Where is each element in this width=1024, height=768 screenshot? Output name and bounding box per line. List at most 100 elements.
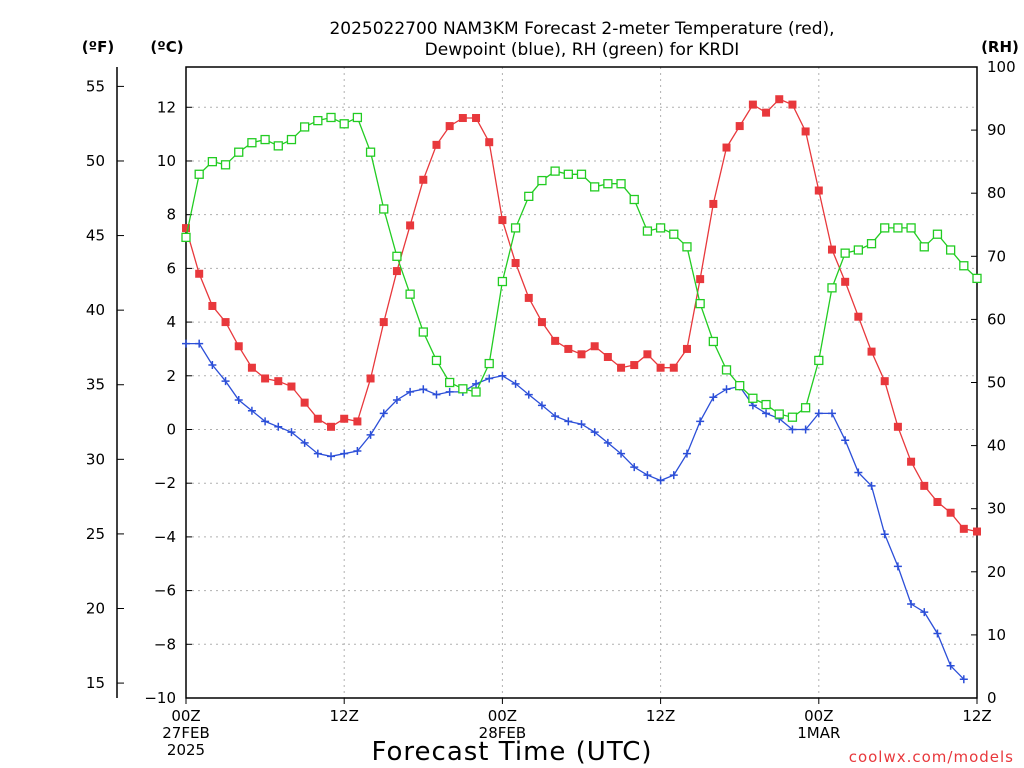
- time-tick-label: 2025: [167, 741, 205, 759]
- temperature-point: [867, 347, 876, 356]
- time-tick-label: 1MAR: [797, 724, 840, 742]
- rh-point: [471, 387, 481, 397]
- celsius-tick-label: −6: [154, 582, 176, 600]
- celsius-axis: 12 10 8 6 4 2 0 −2 −4 −6 −8 −10: [144, 98, 192, 707]
- rh-point: [616, 179, 626, 189]
- dewpoint-series: [182, 339, 968, 684]
- temperature-point: [564, 344, 573, 353]
- rh-point: [194, 169, 204, 179]
- rh-point: [458, 384, 468, 394]
- rh-point: [906, 223, 916, 233]
- rh-point: [286, 134, 297, 145]
- temperature-point: [511, 259, 520, 268]
- dewpoint-point: [234, 395, 243, 404]
- rh-tick-label: 40: [987, 437, 1006, 455]
- temperature-point: [630, 361, 639, 370]
- dewpoint-point: [406, 387, 415, 396]
- rh-point: [234, 147, 244, 157]
- dewpoint-point: [445, 387, 454, 396]
- rh-point: [247, 138, 257, 148]
- rh-point: [655, 223, 666, 233]
- title-line-2: Dewpoint (blue), RH (green) for KRDI: [425, 40, 740, 60]
- series-layer: [181, 95, 982, 684]
- x-axis-title: Forecast Time (UTC): [371, 737, 652, 767]
- dewpoint-point: [946, 661, 955, 670]
- rh-point: [840, 248, 850, 258]
- celsius-unit-label: (ºC): [150, 38, 183, 56]
- dewpoint-point: [221, 377, 230, 386]
- fahrenheit-tick-label: 55: [86, 77, 105, 95]
- rh-line: [185, 116, 978, 418]
- rh-point: [524, 191, 534, 202]
- rh-point: [352, 112, 363, 123]
- temperature-point: [920, 481, 929, 490]
- dewpoint-point: [247, 406, 256, 415]
- rh-point: [787, 412, 798, 422]
- fahrenheit-tick-label: 30: [86, 450, 105, 468]
- dewpoint-point: [577, 420, 586, 429]
- rh-point: [339, 119, 349, 129]
- dewpoint-point: [419, 385, 428, 394]
- credit-text: coolwx.com/models: [849, 748, 1014, 766]
- temperature-point: [973, 527, 981, 536]
- rh-point: [273, 141, 283, 151]
- rh-point: [550, 166, 560, 176]
- temperature-point: [880, 377, 889, 386]
- rh-point: [893, 223, 903, 233]
- time-tick-label: 00Z: [804, 707, 833, 725]
- dewpoint-point: [485, 374, 494, 383]
- dewpoint-point: [801, 425, 810, 434]
- temperature-point: [854, 312, 863, 321]
- dewpoint-point: [564, 417, 573, 426]
- fahrenheit-tick-label: 15: [86, 674, 105, 692]
- dewpoint-point: [208, 361, 217, 370]
- temperature-point: [709, 199, 718, 208]
- rh-tick-label: 100: [987, 58, 1016, 76]
- temperature-point: [353, 417, 362, 426]
- dewpoint-point: [603, 438, 612, 447]
- dewpoint-point: [656, 476, 665, 485]
- temperature-point: [959, 524, 968, 533]
- celsius-tick-label: 6: [166, 259, 176, 277]
- rh-point: [866, 239, 877, 249]
- temperature-point: [669, 363, 678, 372]
- temperature-point: [458, 114, 467, 123]
- dewpoint-point: [300, 438, 309, 447]
- fahrenheit-tick-label: 40: [86, 301, 105, 319]
- dewpoint-point: [696, 417, 705, 426]
- dewpoint-point: [814, 409, 823, 418]
- dewpoint-point: [880, 530, 889, 539]
- time-tick-label: 12Z: [962, 707, 991, 725]
- fahrenheit-unit-label: (ºF): [82, 38, 114, 56]
- rh-point: [405, 289, 415, 299]
- temperature-point: [406, 221, 415, 230]
- temperature-point: [841, 277, 850, 286]
- celsius-tick-label: 8: [166, 206, 176, 224]
- rh-point: [181, 232, 191, 243]
- fahrenheit-tick-label: 45: [86, 227, 105, 245]
- dewpoint-point: [669, 471, 678, 480]
- dewpoint-point: [287, 428, 296, 437]
- rh-unit-label: (RH): [981, 38, 1019, 56]
- rh-point: [603, 179, 613, 189]
- temperature-point: [762, 108, 771, 117]
- rh-point: [708, 336, 718, 347]
- temperature-point: [221, 318, 230, 327]
- dewpoint-point: [709, 393, 718, 402]
- dewpoint-point: [643, 471, 652, 480]
- temperature-point: [893, 422, 902, 431]
- temperature-point: [340, 414, 349, 423]
- fahrenheit-tick-label: 20: [86, 599, 105, 617]
- temperature-point: [603, 352, 612, 361]
- dewpoint-point: [274, 422, 283, 431]
- rh-point: [721, 365, 732, 375]
- temperature-point: [419, 175, 428, 184]
- rh-point: [379, 204, 389, 214]
- dewpoint-point: [959, 675, 968, 684]
- dewpoint-point: [182, 339, 190, 348]
- dewpoint-point: [261, 417, 270, 426]
- rh-tick-label: 80: [987, 184, 1006, 202]
- dewpoint-point: [392, 395, 401, 404]
- temperature-point: [445, 122, 454, 131]
